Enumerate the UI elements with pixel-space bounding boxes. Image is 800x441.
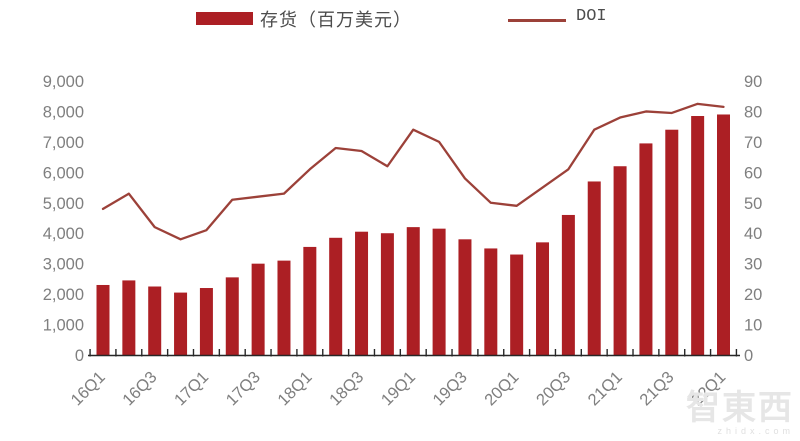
inventory-bar	[665, 129, 679, 355]
x-axis-tick-label: 16Q3	[119, 368, 160, 409]
y-axis-left-tick-label: 6,000	[43, 164, 84, 182]
y-axis-left-tick-label: 0	[75, 347, 84, 365]
inventory-bar	[484, 248, 498, 355]
inventory-bar	[561, 214, 575, 355]
x-axis-tick-label: 19Q3	[430, 368, 471, 409]
inventory-bar	[510, 254, 524, 355]
y-axis-left-tick-label: 9,000	[43, 73, 84, 91]
inventory-bar	[432, 228, 446, 355]
inventory-bar	[148, 286, 162, 355]
inventory-bar	[613, 166, 627, 355]
legend-line-swatch	[508, 19, 566, 22]
inventory-bar	[251, 263, 265, 355]
x-axis-tick-label: 18Q1	[274, 368, 315, 409]
y-axis-right-tick-label: 20	[744, 286, 762, 304]
y-axis-left-tick-label: 3,000	[43, 256, 84, 274]
y-axis-right-tick-label: 60	[744, 164, 762, 182]
legend-inventory-label: 存货（百万美元）	[260, 10, 412, 30]
y-axis-right-tick-label: 10	[744, 317, 762, 335]
y-axis-right-tick-label: 30	[744, 256, 762, 274]
inventory-bar	[380, 233, 394, 355]
inventory-bar	[717, 114, 730, 355]
x-axis-tick-label: 17Q1	[171, 368, 212, 409]
y-axis-right-tick-label: 90	[744, 73, 762, 91]
y-axis-right-tick-label: 0	[744, 347, 753, 365]
inventory-bar	[536, 242, 550, 355]
inventory-bar	[96, 284, 110, 355]
inventory-bar	[355, 231, 369, 355]
y-axis-right-tick-label: 40	[744, 225, 762, 243]
x-axis-tick-label: 20Q3	[533, 368, 574, 409]
x-axis-tick-label: 22Q1	[688, 368, 729, 409]
y-axis-right-tick-label: 50	[744, 195, 762, 213]
y-axis-left-tick-label: 1,000	[43, 317, 84, 335]
y-axis-left-tick-label: 4,000	[43, 225, 84, 243]
legend: 存货（百万美元） DOI	[0, 0, 800, 40]
doi-line	[101, 102, 725, 241]
inventory-bar	[406, 227, 420, 355]
y-axis-left-tick-label: 2,000	[43, 286, 84, 304]
inventory-bar	[277, 260, 291, 355]
x-axis-tick-label: 21Q1	[585, 368, 626, 409]
x-axis-tick-label: 21Q3	[636, 368, 677, 409]
y-axis-right-tick-label: 80	[744, 103, 762, 121]
legend-doi-label: DOI	[576, 7, 607, 26]
x-axis-tick-label: 19Q1	[378, 368, 419, 409]
y-axis-left-tick-label: 5,000	[43, 195, 84, 213]
inventory-bar	[303, 246, 317, 355]
inventory-bar	[199, 288, 213, 355]
legend-bar-swatch	[196, 12, 253, 25]
inventory-bar	[174, 292, 188, 355]
inventory-bar	[691, 116, 705, 355]
inventory-bar	[225, 277, 239, 355]
inventory-bar	[639, 143, 653, 355]
y-axis-right-tick-label: 70	[744, 134, 762, 152]
inventory-bar	[458, 239, 472, 355]
y-axis-left-tick-label: 8,000	[43, 103, 84, 121]
x-axis-tick-label: 18Q3	[326, 368, 367, 409]
x-axis-tick-label: 17Q3	[223, 368, 264, 409]
inventory-bar	[329, 237, 343, 355]
inventory-bar	[122, 280, 136, 355]
inventory-bar	[587, 181, 601, 355]
y-axis-left-tick-label: 7,000	[43, 134, 84, 152]
x-axis-tick-label: 16Q1	[68, 368, 109, 409]
x-axis-tick-label: 20Q1	[481, 368, 522, 409]
